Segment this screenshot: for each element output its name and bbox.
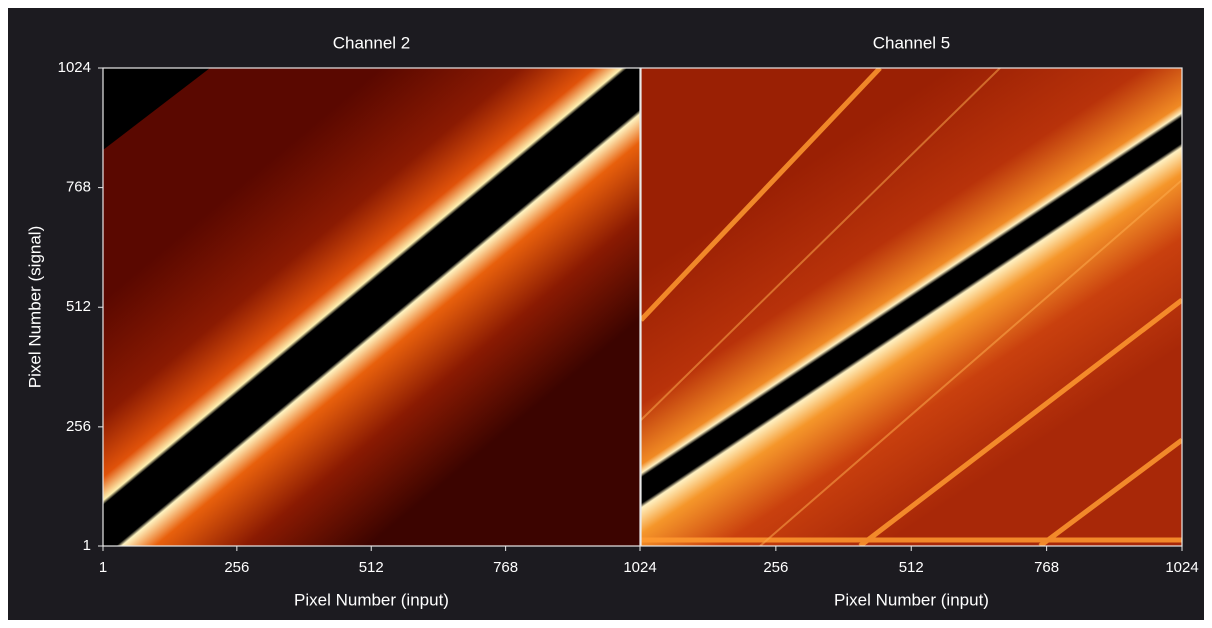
x-tick-label: 1024 (623, 559, 656, 576)
heatmap (641, 68, 1182, 546)
x-tick-label: 512 (359, 559, 384, 576)
y-tick-label: 256 (66, 418, 91, 435)
x-tick-label: 512 (899, 559, 924, 576)
x-tick-label: 1024 (1165, 559, 1198, 576)
heatmap (103, 68, 640, 546)
x-axis-label: Pixel Number (input) (834, 590, 989, 609)
y-tick-label: 512 (66, 298, 91, 315)
y-tick-label: 768 (66, 179, 91, 196)
y-axis-label: Pixel Number (signal) (25, 226, 44, 389)
x-tick-label: 256 (763, 559, 788, 576)
y-tick-label: 1024 (58, 59, 91, 76)
x-tick-label: 256 (224, 559, 249, 576)
x-tick-label: 768 (493, 559, 518, 576)
x-tick-label: 768 (1034, 559, 1059, 576)
chart-title: Channel 5 (873, 33, 951, 52)
x-tick-label: 1 (99, 559, 107, 576)
x-axis-label: Pixel Number (input) (294, 590, 449, 609)
y-tick-label: 1 (83, 537, 91, 554)
chart-title: Channel 2 (333, 33, 411, 52)
